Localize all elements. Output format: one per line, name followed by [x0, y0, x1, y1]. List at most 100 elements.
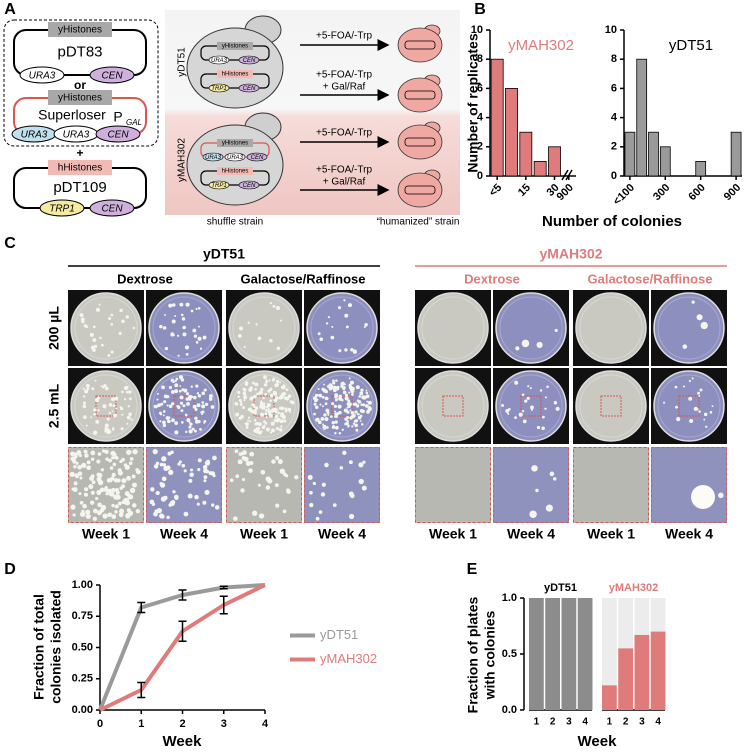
- colony: [278, 427, 283, 432]
- colony: [338, 349, 342, 353]
- colony: [119, 486, 123, 490]
- colony: [267, 408, 270, 411]
- y-tick-label: 0.50: [72, 641, 93, 653]
- colony: [353, 402, 358, 407]
- x-tick-label: 4: [262, 718, 269, 730]
- treatment-label: +5-FOA/-Trp: [316, 128, 372, 139]
- colony: [88, 484, 94, 490]
- error-bar: [137, 681, 146, 699]
- colony: [161, 385, 165, 390]
- colony: [709, 411, 713, 414]
- colony: [111, 503, 115, 508]
- colony: [107, 429, 112, 434]
- colony: [252, 510, 258, 516]
- colony: [324, 462, 329, 468]
- colony: [212, 455, 217, 461]
- x-tick-label: 1: [607, 717, 613, 728]
- colony: [350, 348, 354, 352]
- y-tick-label: 8: [611, 53, 617, 65]
- colony: [72, 513, 76, 517]
- colony: [263, 375, 267, 380]
- x-tick-label: 900: [722, 182, 743, 203]
- colony: [203, 475, 208, 479]
- humanized-cell: [397, 27, 443, 63]
- plate-image: [146, 368, 222, 444]
- colony: [106, 478, 112, 483]
- plate-rim: [232, 296, 296, 360]
- colony: [202, 500, 207, 505]
- colony: [163, 400, 167, 404]
- colony: [91, 387, 95, 391]
- zoom-image: [415, 447, 491, 523]
- plate: [306, 292, 378, 364]
- colony: [348, 513, 355, 520]
- colony: [332, 381, 336, 385]
- colony: [242, 450, 247, 455]
- colony: [251, 396, 254, 399]
- colony: [524, 399, 528, 403]
- colony: [208, 397, 213, 401]
- plate-rim: [310, 374, 374, 438]
- colony: [342, 390, 347, 395]
- colony: [514, 416, 517, 420]
- colony: [344, 348, 348, 352]
- colony: [190, 395, 194, 398]
- plate-image: [226, 290, 302, 366]
- colony: [90, 450, 96, 456]
- colony: [70, 504, 76, 510]
- colony: [348, 391, 351, 394]
- colony: [514, 380, 519, 385]
- plate: [417, 292, 489, 364]
- treatment-label: +5-FOA/-Trp: [316, 165, 372, 176]
- colony: [284, 409, 288, 413]
- colony: [321, 395, 325, 399]
- colony: [180, 421, 184, 424]
- or-label: or: [74, 78, 86, 92]
- colony: [92, 325, 96, 329]
- colony: [90, 474, 95, 479]
- colony: [507, 412, 510, 415]
- colony: [234, 449, 239, 454]
- colony: [235, 474, 240, 479]
- histone-tag: [48, 22, 112, 37]
- colony: [196, 403, 201, 408]
- colony: [89, 332, 94, 337]
- colony: [254, 382, 259, 387]
- colony: [111, 410, 114, 413]
- colony: [322, 423, 325, 426]
- y-tick-label: 2: [611, 141, 617, 153]
- colony: [103, 384, 107, 388]
- plate: [417, 370, 489, 442]
- legend-label: yMAH302: [320, 651, 377, 666]
- colony: [117, 501, 122, 506]
- plate-rim: [310, 296, 374, 360]
- colony: [197, 336, 202, 341]
- colony: [108, 316, 112, 321]
- colony: [358, 394, 362, 398]
- colony: [262, 404, 266, 409]
- colony: [174, 421, 178, 425]
- bar: [529, 598, 544, 710]
- colony: [258, 431, 262, 435]
- mini-marker: [224, 152, 246, 162]
- colony: [118, 331, 122, 336]
- panel-label: E: [467, 561, 478, 578]
- colony: [163, 394, 168, 399]
- colony: [258, 390, 263, 395]
- colony: [110, 476, 115, 481]
- colony: [317, 332, 321, 336]
- colony: [192, 328, 197, 333]
- colony: [100, 385, 103, 387]
- zoom-box: [95, 395, 117, 417]
- colony: [177, 354, 180, 357]
- colony: [324, 396, 329, 401]
- colony: [521, 393, 525, 397]
- colony: [324, 390, 329, 394]
- colony: [342, 385, 346, 390]
- colony: [84, 453, 89, 458]
- error-bar: [178, 589, 187, 601]
- colony: [96, 510, 102, 516]
- colony: [337, 404, 342, 409]
- colony: [113, 478, 119, 483]
- colony: [176, 405, 179, 408]
